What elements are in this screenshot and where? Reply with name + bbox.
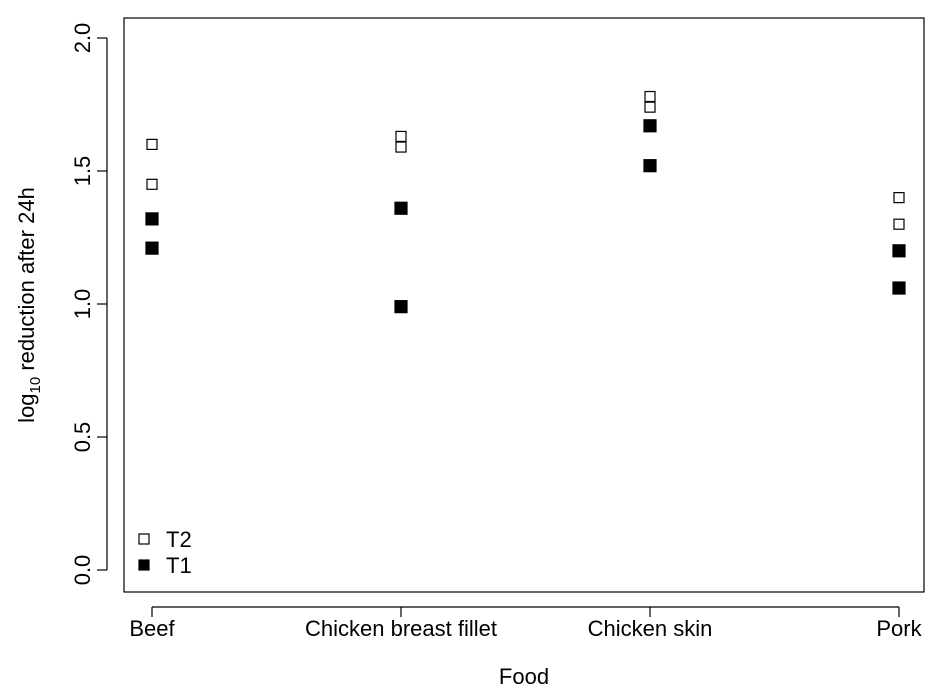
data-point-t1: [394, 201, 408, 215]
y-tick-label: 2.0: [70, 23, 95, 54]
data-point-t2: [395, 141, 407, 153]
x-tick-label: Chicken skin: [588, 616, 713, 641]
y-axis-title-subscript: 10: [27, 377, 44, 394]
data-point-t1: [394, 300, 408, 314]
y-axis: 0.0 0.5 1.0 1.5 2.0: [70, 23, 108, 586]
x-tick-label: Pork: [876, 616, 922, 641]
data-point-t2: [146, 178, 158, 190]
y-axis-title-prefix: log: [14, 393, 39, 422]
x-tick-label: Chicken breast fillet: [305, 616, 497, 641]
data-point-t2: [644, 101, 656, 113]
data-point-t2: [146, 138, 158, 150]
y-tick-label: 0.0: [70, 555, 95, 586]
legend-label-t1: T1: [166, 553, 192, 578]
legend: T2 T1: [138, 527, 192, 578]
plot-frame: [123, 17, 925, 593]
data-point-t1: [643, 159, 657, 173]
data-point-t1: [643, 119, 657, 133]
y-axis-title-suffix: reduction after 24h: [14, 187, 39, 377]
y-tick-label: 1.5: [70, 156, 95, 187]
data-point-t1: [145, 241, 159, 255]
data-points: [145, 90, 906, 314]
data-point-t2: [644, 90, 656, 103]
data-point-t1: [892, 244, 906, 258]
legend-marker-t1: [138, 559, 150, 571]
x-axis-title: Food: [499, 664, 549, 688]
data-point-t1: [145, 212, 159, 226]
legend-label-t2: T2: [166, 527, 192, 552]
data-point-t2: [893, 218, 905, 230]
data-point-t1: [892, 281, 906, 295]
y-axis-title: log10 reduction after 24h: [14, 187, 44, 423]
y-tick-label: 1.0: [70, 289, 95, 320]
legend-marker-t2: [138, 533, 150, 545]
data-point-t2: [395, 130, 407, 143]
data-point-t2: [893, 192, 905, 204]
x-axis: Beef Chicken breast fillet Chicken skin Por…: [129, 606, 923, 641]
y-tick-label: 0.5: [70, 422, 95, 453]
x-tick-label: Beef: [129, 616, 175, 641]
